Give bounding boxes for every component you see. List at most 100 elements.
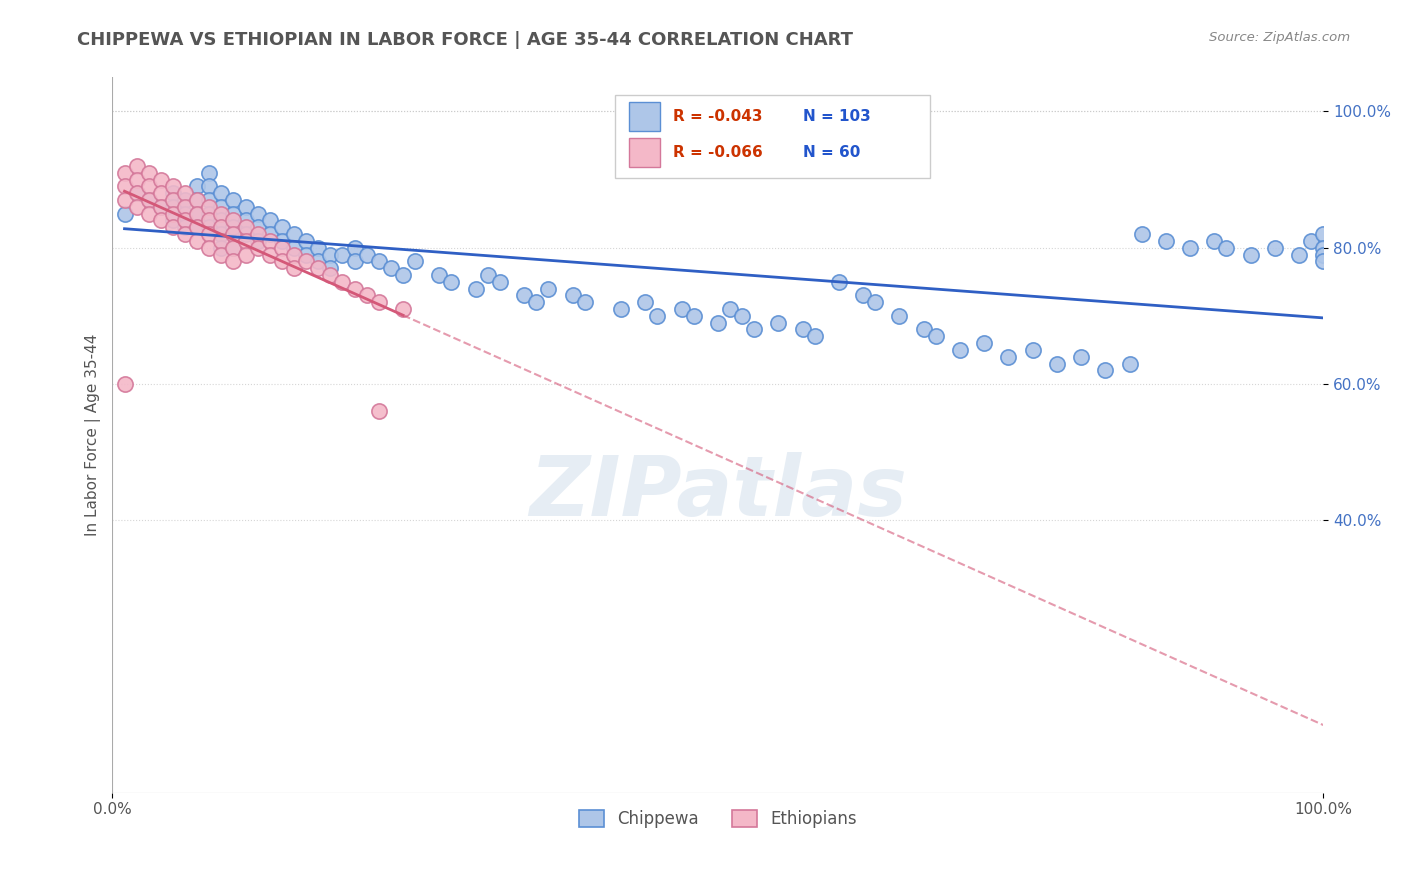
Point: [162, 179, 184, 194]
Point: [343, 241, 366, 255]
Point: [392, 301, 415, 316]
Point: [114, 207, 136, 221]
Point: [114, 166, 136, 180]
Point: [367, 295, 389, 310]
Point: [645, 309, 668, 323]
Point: [489, 275, 512, 289]
Point: [138, 193, 160, 207]
Text: R = -0.043: R = -0.043: [673, 110, 762, 124]
Legend: Chippewa, Ethiopians: Chippewa, Ethiopians: [572, 803, 863, 834]
Point: [307, 241, 329, 255]
Point: [138, 179, 160, 194]
Point: [356, 247, 378, 261]
Point: [295, 254, 318, 268]
Point: [356, 288, 378, 302]
Point: [149, 172, 172, 186]
Point: [186, 220, 208, 235]
Point: [1070, 350, 1092, 364]
Point: [380, 261, 402, 276]
Point: [332, 275, 354, 289]
Point: [671, 301, 693, 316]
Point: [209, 247, 232, 261]
Point: [198, 179, 221, 194]
Point: [235, 234, 257, 248]
Point: [343, 282, 366, 296]
Point: [283, 261, 305, 276]
Point: [1288, 247, 1310, 261]
Point: [524, 295, 547, 310]
Point: [1046, 357, 1069, 371]
Point: [404, 254, 426, 268]
Point: [138, 193, 160, 207]
Point: [162, 220, 184, 235]
Point: [235, 247, 257, 261]
Point: [792, 322, 814, 336]
Point: [973, 336, 995, 351]
Point: [209, 241, 232, 255]
Point: [125, 200, 148, 214]
Point: [198, 200, 221, 214]
Point: [222, 220, 245, 235]
Point: [246, 207, 269, 221]
Point: [307, 254, 329, 268]
Point: [222, 227, 245, 241]
Point: [707, 316, 730, 330]
Point: [561, 288, 583, 302]
Point: [209, 200, 232, 214]
Point: [1239, 247, 1261, 261]
Point: [162, 207, 184, 221]
Point: [174, 227, 197, 241]
Point: [114, 179, 136, 194]
Point: [912, 322, 935, 336]
Point: [1312, 247, 1334, 261]
Point: [731, 309, 754, 323]
Point: [319, 261, 342, 276]
Point: [222, 241, 245, 255]
Point: [209, 220, 232, 235]
Point: [271, 220, 294, 235]
Point: [186, 207, 208, 221]
Point: [235, 200, 257, 214]
Point: [889, 309, 911, 323]
Point: [768, 316, 790, 330]
Point: [186, 220, 208, 235]
Point: [259, 213, 281, 227]
Point: [343, 254, 366, 268]
Point: [464, 282, 486, 296]
Point: [283, 227, 305, 241]
Point: [283, 241, 305, 255]
Point: [162, 186, 184, 201]
Text: N = 60: N = 60: [803, 145, 860, 160]
Point: [803, 329, 825, 343]
Point: [186, 193, 208, 207]
Point: [186, 207, 208, 221]
Point: [1204, 234, 1226, 248]
Point: [1312, 254, 1334, 268]
Point: [513, 288, 536, 302]
Point: [682, 309, 704, 323]
Point: [114, 193, 136, 207]
Point: [209, 213, 232, 227]
Point: [1094, 363, 1116, 377]
Point: [198, 227, 221, 241]
Point: [271, 234, 294, 248]
Point: [634, 295, 657, 310]
Point: [332, 247, 354, 261]
Point: [138, 207, 160, 221]
Point: [125, 186, 148, 201]
Point: [259, 234, 281, 248]
Point: [174, 186, 197, 201]
Point: [949, 343, 972, 357]
Point: [742, 322, 765, 336]
Point: [235, 227, 257, 241]
Point: [1021, 343, 1043, 357]
Point: [1312, 241, 1334, 255]
Point: [198, 220, 221, 235]
Point: [186, 179, 208, 194]
Point: [222, 193, 245, 207]
Point: [125, 159, 148, 173]
Point: [1215, 241, 1237, 255]
Point: [114, 376, 136, 391]
Y-axis label: In Labor Force | Age 35-44: In Labor Force | Age 35-44: [86, 334, 101, 536]
Point: [610, 301, 633, 316]
